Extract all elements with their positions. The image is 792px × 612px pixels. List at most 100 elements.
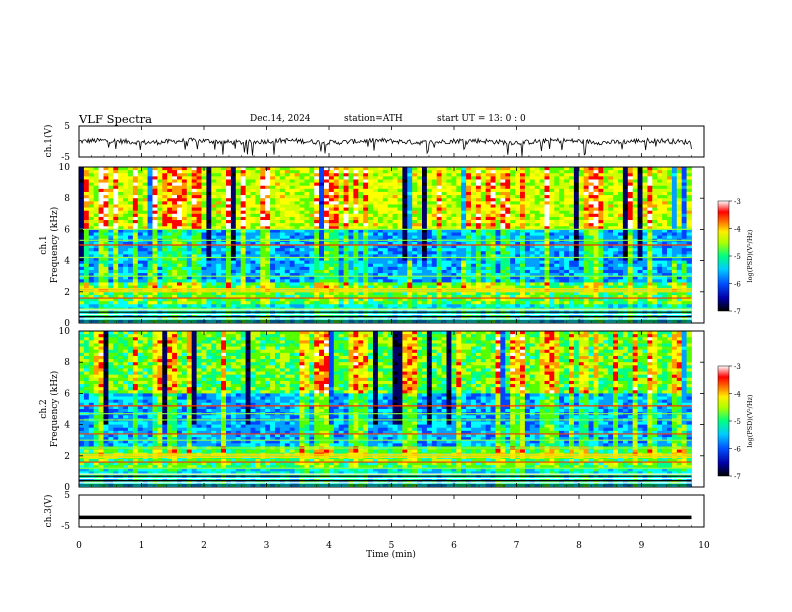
spectrogram-cell	[167, 192, 172, 196]
spectrogram-cell	[197, 167, 202, 171]
spectrogram-cell	[481, 208, 486, 212]
spectrogram-cell	[515, 167, 520, 171]
spectrogram-cell	[334, 201, 339, 205]
spectrogram-cell	[167, 211, 172, 215]
spectrogram-cell	[373, 167, 378, 171]
spectrogram-cell	[496, 198, 501, 202]
spectrogram-cell	[402, 270, 407, 274]
spectrogram-cell	[422, 189, 427, 193]
spectrogram-cell	[226, 301, 231, 305]
spectrogram-cell	[304, 248, 309, 252]
spectrogram-cell	[236, 304, 241, 308]
spectrogram-cell	[113, 236, 118, 240]
spectrogram-cell	[206, 170, 211, 174]
spectrogram-cell	[118, 223, 123, 227]
spectrogram-cell	[491, 208, 496, 212]
spectrogram-cell	[280, 223, 285, 227]
spectrogram-cell	[373, 186, 378, 190]
spectrogram-cell	[211, 220, 216, 224]
spectrogram-cell	[241, 198, 246, 202]
spectrogram-cell	[481, 220, 486, 224]
spectrogram-cell	[510, 233, 515, 237]
spectrogram-cell	[456, 176, 461, 180]
spectrogram-cell	[187, 270, 192, 274]
spectrogram-cell	[373, 204, 378, 208]
spectrogram-cell	[206, 211, 211, 215]
spectrogram-cell	[192, 220, 197, 224]
spectrogram-cell	[368, 170, 373, 174]
spectrogram-cell	[466, 251, 471, 255]
spectrogram-cell	[549, 204, 554, 208]
spectrogram-cell	[368, 186, 373, 190]
spectrogram-cell	[540, 167, 545, 171]
spectrogram-cell	[113, 186, 118, 190]
spectrogram-cell	[324, 248, 329, 252]
spectrogram-cell	[407, 183, 412, 187]
spectrogram-cell	[545, 264, 550, 268]
spectrogram-cell	[496, 301, 501, 305]
spectrogram-cell	[314, 267, 319, 271]
spectrogram-cell	[206, 189, 211, 193]
spectrogram-cell	[290, 176, 295, 180]
spectrogram-cell	[383, 204, 388, 208]
spectrogram-cell	[89, 176, 94, 180]
spectrogram-cell	[280, 195, 285, 199]
spectrogram-cell	[388, 186, 393, 190]
spectrogram-cell	[319, 204, 324, 208]
spectrogram-cell	[84, 211, 89, 215]
spectrogram-cell	[491, 201, 496, 205]
spectrogram-cell	[133, 176, 138, 180]
spectrogram-cell	[559, 248, 564, 252]
spectrogram-cell	[260, 264, 265, 268]
spectrogram-cell	[118, 264, 123, 268]
spectrogram-cell	[133, 170, 138, 174]
spectrogram-cell	[300, 201, 305, 205]
spectrogram-cell	[128, 304, 133, 308]
spectrogram-cell	[378, 223, 383, 227]
spectrogram-cell	[427, 248, 432, 252]
spectrogram-cell	[148, 261, 153, 265]
spectrogram-cell	[216, 251, 221, 255]
spectrogram-cell	[427, 304, 432, 308]
spectrogram-cell	[329, 248, 334, 252]
spectrogram-cell	[422, 279, 427, 283]
spectrogram-cell	[456, 173, 461, 177]
spectrogram-cell	[398, 261, 403, 265]
spectrogram-cell	[148, 179, 153, 183]
spectrogram-cell	[432, 220, 437, 224]
spectrogram-cell	[255, 195, 260, 199]
spectrogram-cell	[398, 223, 403, 227]
spectrogram-cell	[486, 183, 491, 187]
spectrogram-cell	[128, 198, 133, 202]
spectrogram-cell	[417, 208, 422, 212]
spectrogram-cell	[177, 236, 182, 240]
spectrogram-cell	[251, 223, 256, 227]
spectrogram-cell	[422, 204, 427, 208]
spectrogram-cell	[162, 233, 167, 237]
spectrogram-cell	[559, 179, 564, 183]
spectrogram-cell	[407, 304, 412, 308]
spectrogram-cell	[491, 279, 496, 283]
spectrogram-cell	[447, 173, 452, 177]
spectrogram-cell	[202, 201, 207, 205]
spectrogram-cell	[128, 201, 133, 205]
spectrogram-cell	[363, 251, 368, 255]
spectrogram-cell	[275, 183, 280, 187]
spectrogram-cell	[251, 261, 256, 265]
spectrogram-cell	[108, 301, 113, 305]
spectrogram-cell	[89, 233, 94, 237]
spectrogram-cell	[118, 270, 123, 274]
spectrogram-cell	[349, 214, 354, 218]
spectrogram-cell	[290, 179, 295, 183]
spectrogram-cell	[118, 261, 123, 265]
spectrogram-cell	[486, 220, 491, 224]
spectrogram-cell	[461, 189, 466, 193]
spectrogram-cell	[481, 261, 486, 265]
spectrogram-cell	[162, 236, 167, 240]
spectrogram-cell	[89, 179, 94, 183]
spectrogram-cell	[94, 214, 99, 218]
spectrogram-cell	[295, 279, 300, 283]
spectrogram-cell	[285, 167, 290, 171]
spectrogram-cell	[442, 192, 447, 196]
spectrogram-cell	[535, 186, 540, 190]
